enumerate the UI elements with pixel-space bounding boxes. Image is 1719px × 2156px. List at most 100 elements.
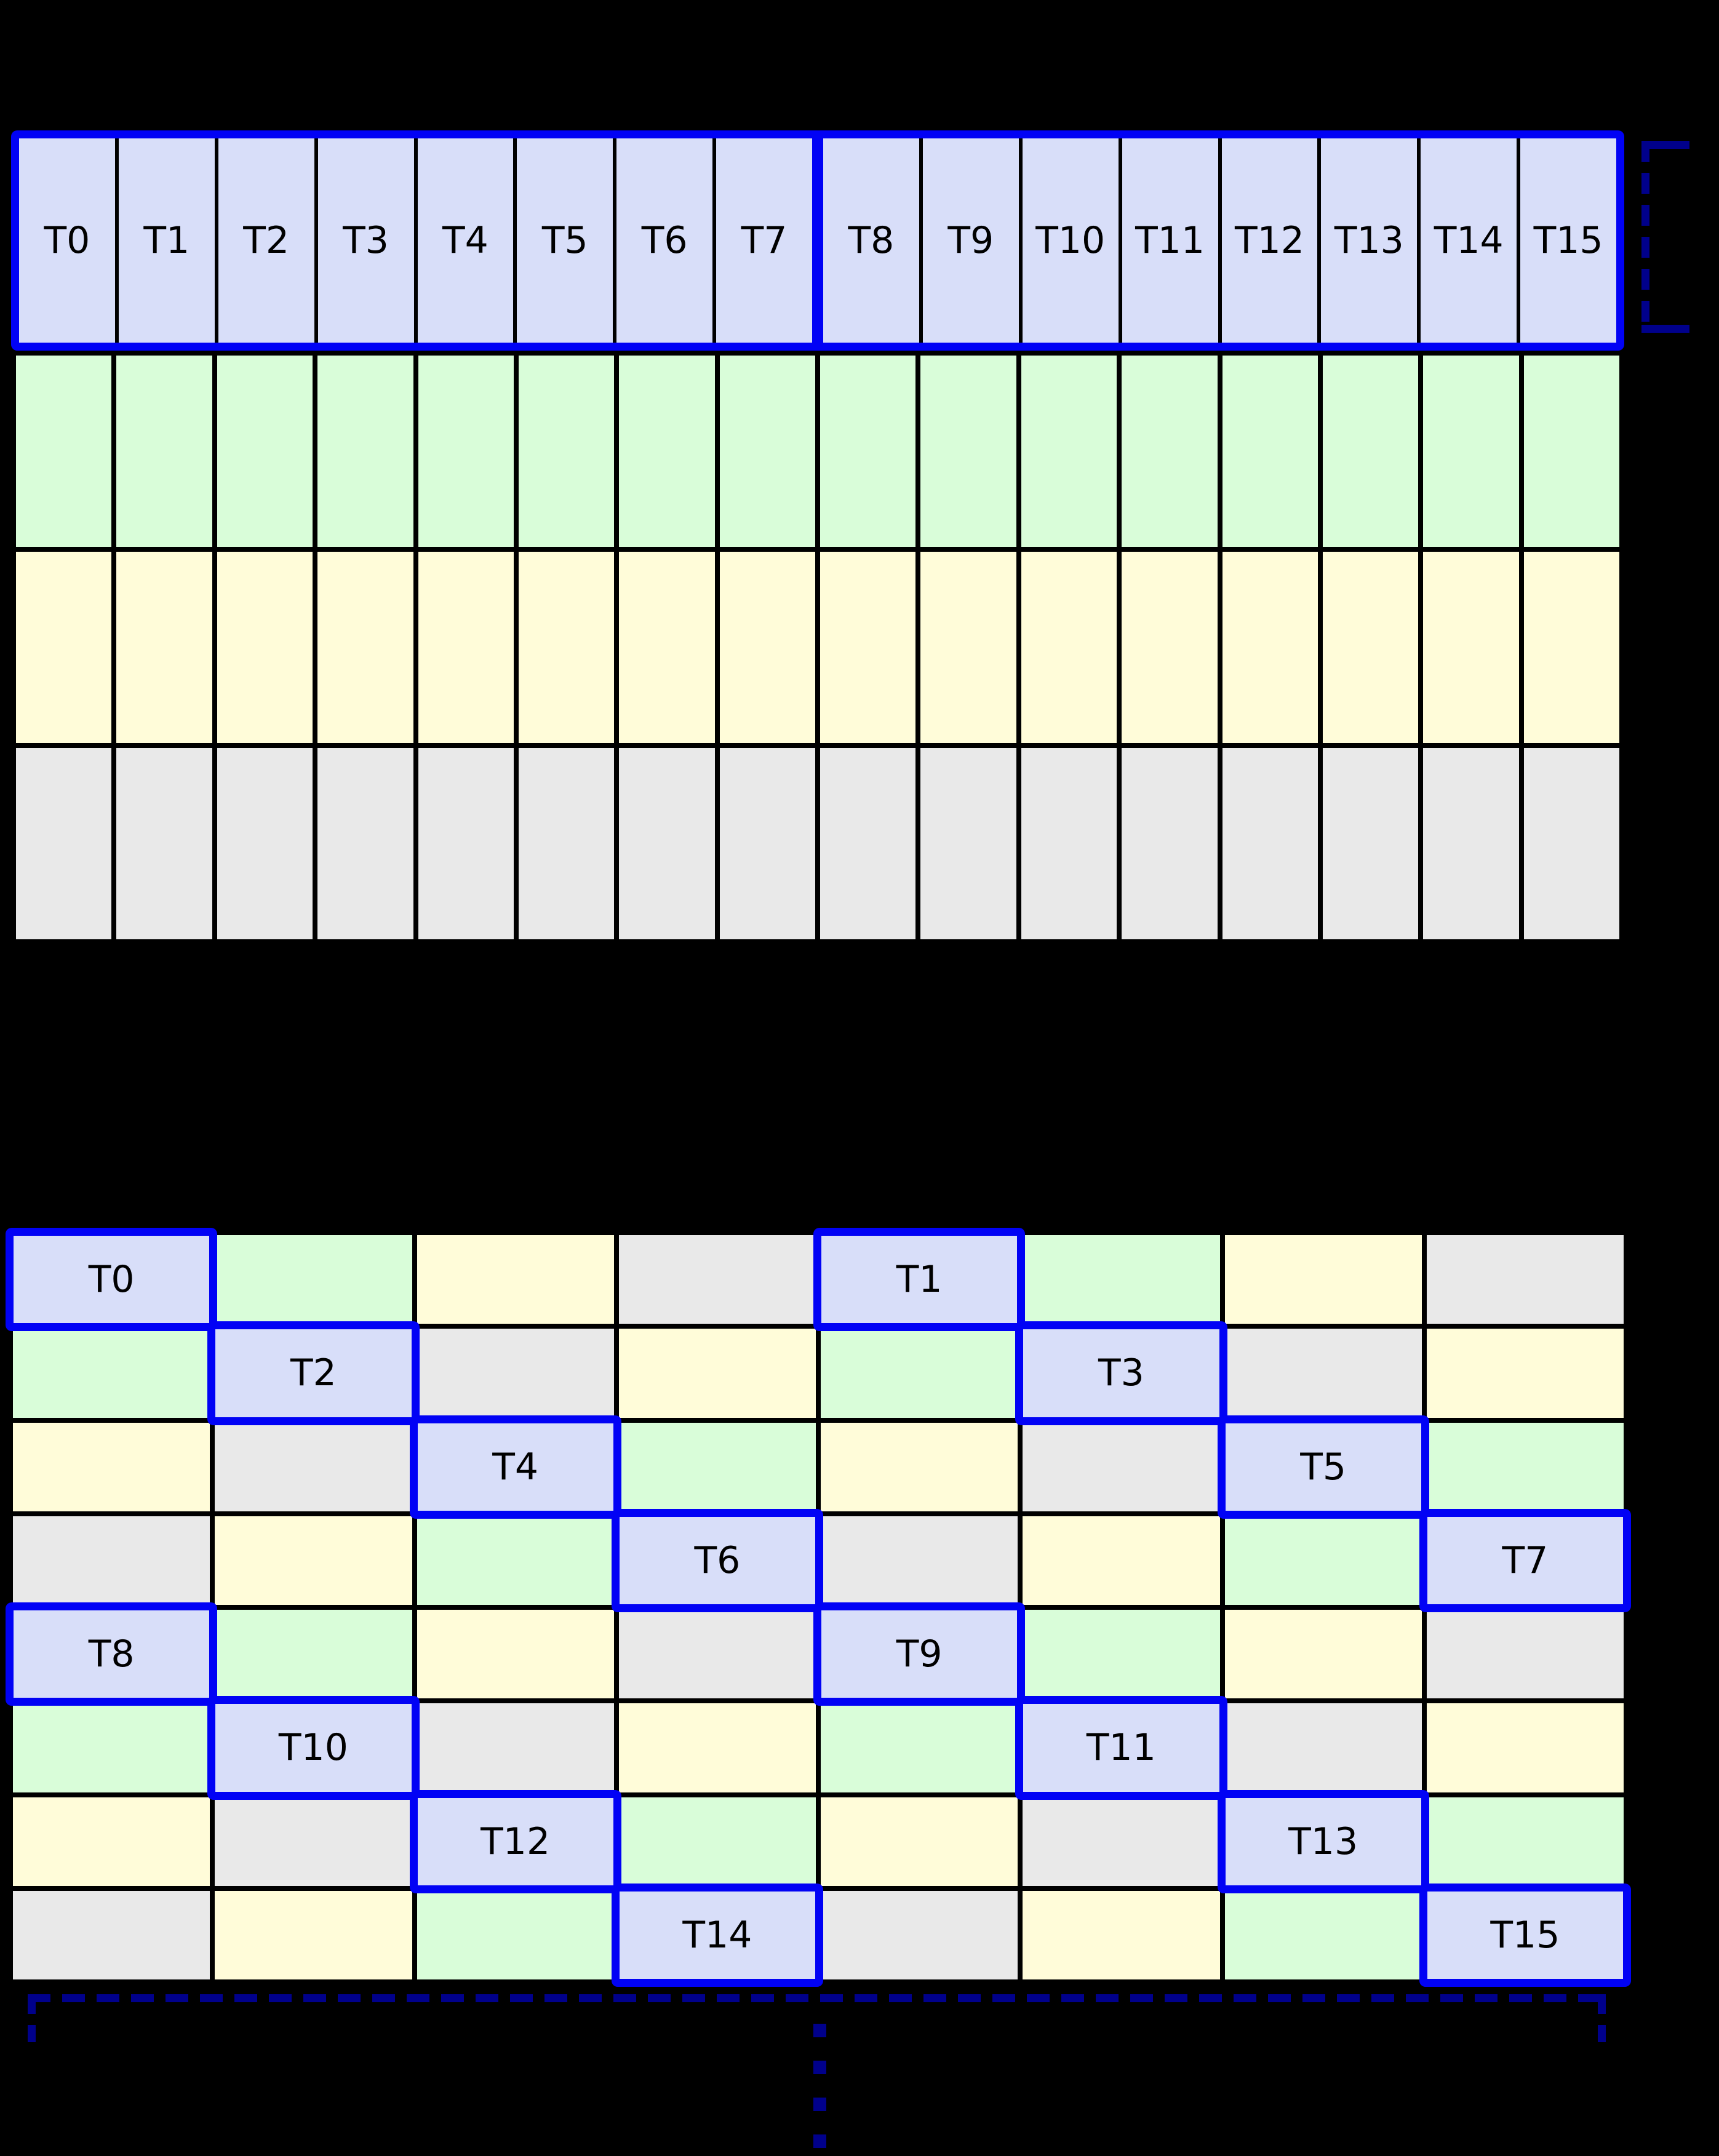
thread-label: T4	[442, 219, 489, 262]
swizzle-thread-cell-T3: T3	[1015, 1321, 1227, 1425]
memory-cell-green	[920, 356, 1016, 547]
swizzle-cell-gray	[821, 1890, 1018, 1979]
memory-cell-gray	[719, 748, 815, 939]
memory-cell-yellow	[217, 552, 313, 743]
swizzle-cell-gray	[417, 1329, 614, 1418]
memory-cell-yellow	[1322, 552, 1419, 743]
memory-cell-green	[820, 356, 916, 547]
swizzle-cell-green	[1426, 1422, 1624, 1511]
thread-label: T8	[88, 1633, 135, 1676]
swizzle-cell-yellow	[417, 1610, 614, 1699]
warp-bracket-vertical-dashed	[1641, 141, 1649, 333]
swizzle-thread-cell-T7: T7	[1419, 1508, 1631, 1612]
thread-label: T7	[741, 219, 788, 262]
swizzle-cell-yellow	[13, 1422, 210, 1511]
swizzle-thread-cell-T11: T11	[1015, 1696, 1227, 1800]
top-thread-cell-T5: T5	[517, 138, 617, 343]
memory-cell-green	[518, 356, 615, 547]
swizzle-cell-green	[821, 1329, 1018, 1418]
swizzle-cell-gray	[13, 1516, 210, 1605]
swizzle-cell-green	[1023, 1235, 1220, 1324]
swizzle-thread-cell-T1: T1	[813, 1228, 1026, 1332]
thread-highlight-border: T13	[1217, 1789, 1429, 1893]
thread-highlight-border: T8	[6, 1602, 218, 1706]
swizzle-cell-yellow	[618, 1703, 816, 1792]
top-thread-cell-T0: T0	[19, 138, 119, 343]
thread-label: T9	[947, 219, 994, 262]
swizzle-thread-cell-T4: T4	[409, 1415, 621, 1519]
memory-cell-yellow	[16, 552, 112, 743]
memory-cell-yellow	[719, 552, 815, 743]
thread-label: T5	[1300, 1445, 1347, 1489]
swizzle-cell-gray	[417, 1703, 614, 1792]
memory-cell-green	[317, 356, 413, 547]
swizzle-cell-gray	[215, 1797, 412, 1886]
swizzle-thread-cell-T0: T0	[6, 1228, 218, 1332]
thread-highlight-border: T11	[1015, 1696, 1227, 1800]
swizzle-cell-gray	[821, 1516, 1018, 1605]
swizzle-cell-gray	[1426, 1235, 1624, 1324]
top-thread-cell-T4: T4	[417, 138, 517, 343]
thread-label: T11	[1086, 1726, 1156, 1770]
thread-label: T4	[492, 1445, 539, 1489]
swizzle-thread-cell-T14: T14	[611, 1883, 823, 1987]
swizzle-cell-green	[618, 1797, 816, 1886]
memory-cell-gray	[418, 748, 514, 939]
top-thread-cell-T12: T12	[1221, 138, 1322, 343]
memory-cell-gray	[16, 748, 112, 939]
memory-cell-gray	[116, 748, 212, 939]
memory-cell-gray	[619, 748, 715, 939]
memory-cell-gray	[1423, 748, 1519, 939]
top-thread-cell-T2: T2	[218, 138, 318, 343]
thread-label: T12	[481, 1820, 551, 1863]
warp-bracket-top-dash	[1641, 141, 1689, 149]
swizzle-thread-cell-T9: T9	[813, 1602, 1026, 1706]
thread-label: T3	[343, 219, 389, 262]
swizzle-cell-gray	[1023, 1422, 1220, 1511]
swizzled-access-grid: T0 T1 T2 T3 T4 T5 T6 T7 T8 T9 T10 T11 T12 T13 T14 T15	[6, 1228, 1631, 1987]
memory-rows	[11, 351, 1624, 944]
memory-cell-gray	[1322, 748, 1419, 939]
thread-label: T0	[88, 1258, 135, 1302]
thread-label: T10	[1035, 219, 1106, 262]
thread-label: T6	[694, 1538, 741, 1582]
swizzle-thread-cell-T13: T13	[1217, 1789, 1429, 1893]
top-thread-cell-T3: T3	[317, 138, 418, 343]
top-thread-cell-T1: T1	[118, 138, 218, 343]
top-thread-cell-T6: T6	[616, 138, 717, 343]
thread-highlight-border: T14	[611, 1883, 823, 1987]
thread-highlight-border: T6	[611, 1508, 823, 1612]
memory-cell-green	[1021, 356, 1117, 547]
memory-cell-green	[1322, 356, 1419, 547]
thread-label: T14	[682, 1913, 752, 1957]
swizzle-cell-green	[821, 1703, 1018, 1792]
top-thread-cell-T9: T9	[922, 138, 1023, 343]
top-thread-cell-T11: T11	[1122, 138, 1222, 343]
memory-cell-yellow	[518, 552, 615, 743]
thread-label: T3	[1098, 1351, 1144, 1395]
memory-cell-gray	[1523, 748, 1619, 939]
memory-cell-yellow	[1423, 552, 1519, 743]
swizzle-cell-yellow	[1023, 1516, 1220, 1605]
memory-cell-gray	[217, 748, 313, 939]
swizzle-cell-green	[215, 1610, 412, 1699]
continuation-dots	[813, 2024, 826, 2154]
swizzle-cell-green	[1224, 1890, 1422, 1979]
memory-cell-gray	[1021, 748, 1117, 939]
thread-highlight-border: T3	[1015, 1321, 1227, 1425]
swizzle-cell-yellow	[618, 1329, 816, 1418]
swizzle-cell-green	[1426, 1797, 1624, 1886]
underbrace-right-tick	[1598, 1994, 1606, 2042]
memory-cell-yellow	[1021, 552, 1117, 743]
swizzle-cell-yellow	[1426, 1329, 1624, 1418]
thread-highlight-border: T15	[1419, 1883, 1631, 1987]
thread-label: T2	[290, 1351, 337, 1395]
swizzle-cell-green	[13, 1703, 210, 1792]
swizzle-cell-green	[618, 1422, 816, 1511]
memory-cell-yellow	[1222, 552, 1318, 743]
memory-cell-green	[217, 356, 313, 547]
swizzle-cell-gray	[215, 1422, 412, 1511]
thread-highlight-border: T5	[1217, 1415, 1429, 1519]
memory-cell-green	[1423, 356, 1519, 547]
warp-thread-row: T0 T1 T2 T3 T4 T5 T6 T7 T8 T9 T10 T11 T12 T13 T14 T15	[11, 130, 1624, 351]
